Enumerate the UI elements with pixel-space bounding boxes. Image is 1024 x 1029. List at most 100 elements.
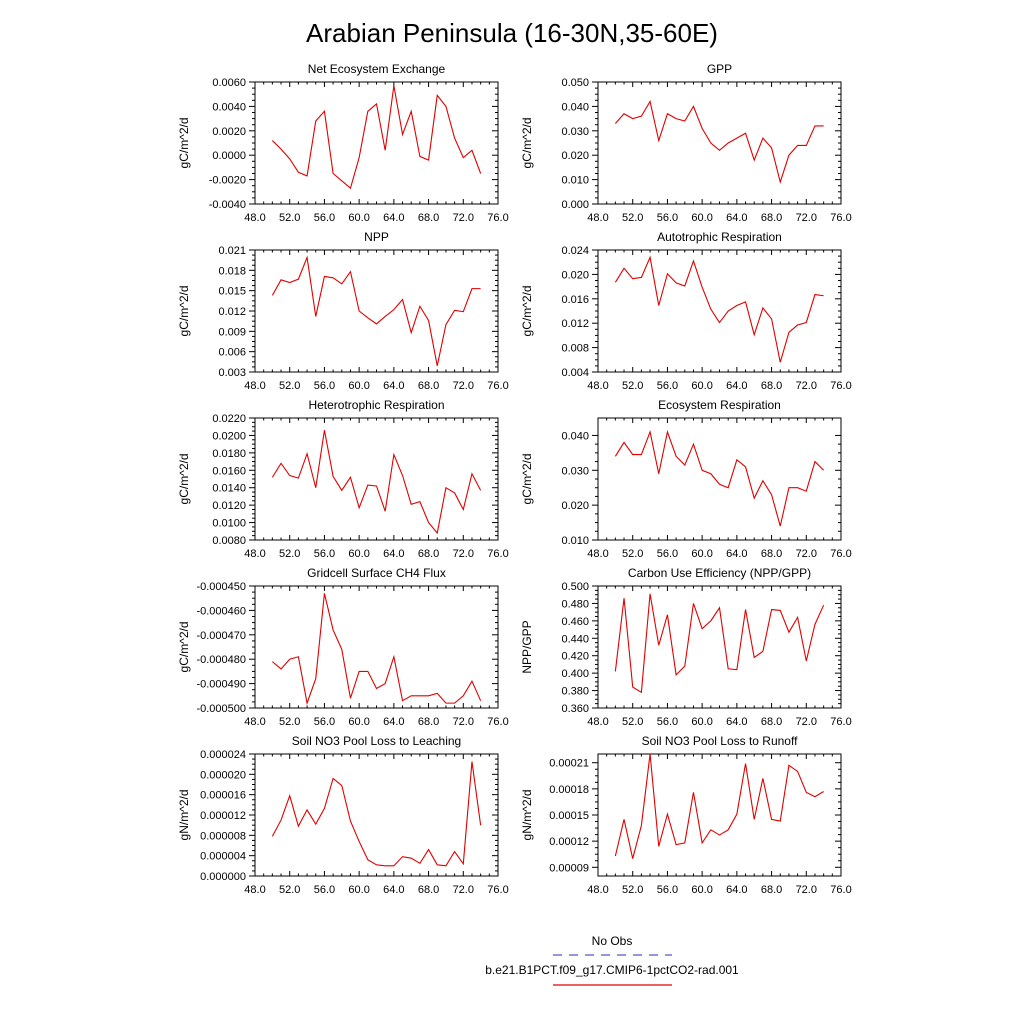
panel-gridcell-surface-ch4-flux: Gridcell Surface CH4 Flux gC/m^2/d 48.0 52.… xyxy=(177,566,509,728)
autotrophic-respiration-ylabel: gC/m^2/d xyxy=(520,286,534,337)
ecosystem-respiration-ytick-label: 0.040 xyxy=(561,430,589,442)
npp-series-line xyxy=(271,255,481,367)
carbon-use-efficiency-npp-gpp-ylabel: NPP/GPP xyxy=(520,620,534,673)
net-ecosystem-exchange-series-line xyxy=(271,85,482,190)
autotrophic-respiration-ytick-label: 0.012 xyxy=(561,318,589,330)
ecosystem-respiration-xtick-label: 48.0 xyxy=(587,548,608,560)
net-ecosystem-exchange-xtick-label: 52.0 xyxy=(279,212,300,224)
heterotrophic-respiration-ytick-label: 0.0140 xyxy=(212,483,246,495)
soil-no3-pool-loss-to-runoff-series-line xyxy=(614,753,824,859)
heterotrophic-respiration-xtick-label: 60.0 xyxy=(348,548,369,560)
gpp-xtick-label: 48.0 xyxy=(587,212,608,224)
gridcell-surface-ch4-flux-ytick-label: -0.000460 xyxy=(196,605,246,617)
carbon-use-efficiency-npp-gpp-ytick-label: 0.440 xyxy=(561,633,589,645)
autotrophic-respiration-xtick-label: 64.0 xyxy=(726,380,747,392)
soil-no3-pool-loss-to-leaching-xtick-label: 56.0 xyxy=(314,884,335,896)
autotrophic-respiration-xtick-label: 72.0 xyxy=(796,380,817,392)
gridcell-surface-ch4-flux-xtick-label: 76.0 xyxy=(487,716,508,728)
ecosystem-respiration-xtick-label: 60.0 xyxy=(691,548,712,560)
carbon-use-efficiency-npp-gpp-xtick-label: 76.0 xyxy=(830,716,851,728)
gpp-ytick-label: 0.010 xyxy=(561,175,589,187)
gpp-xtick-label: 64.0 xyxy=(726,212,747,224)
soil-no3-pool-loss-to-runoff-ytick-label: 0.00021 xyxy=(549,758,589,770)
heterotrophic-respiration-ylabel: gC/m^2/d xyxy=(177,454,191,505)
panel-soil-no3-pool-loss-to-leaching: Soil NO3 Pool Loss to Leaching gN/m^2/d 48… xyxy=(177,734,509,896)
npp-xtick-label: 72.0 xyxy=(453,380,474,392)
soil-no3-pool-loss-to-runoff-ylabel: gN/m^2/d xyxy=(520,790,534,841)
panels: Net Ecosystem Exchange gC/m^2/d 48.0 52.0 56… xyxy=(177,62,852,896)
ecosystem-respiration-series-line xyxy=(614,429,825,527)
gpp-xtick-label: 72.0 xyxy=(796,212,817,224)
figure-title: Arabian Peninsula (16-30N,35-60E) xyxy=(306,18,718,48)
carbon-use-efficiency-npp-gpp-xtick-label: 56.0 xyxy=(657,716,678,728)
soil-no3-pool-loss-to-runoff-ytick-label: 0.00018 xyxy=(549,784,589,796)
carbon-use-efficiency-npp-gpp-xtick-label: 60.0 xyxy=(691,716,712,728)
heterotrophic-respiration-xtick-label: 64.0 xyxy=(383,548,404,560)
autotrophic-respiration-frame xyxy=(597,249,842,373)
soil-no3-pool-loss-to-leaching-ytick-label: 0.000024 xyxy=(200,749,246,761)
carbon-use-efficiency-npp-gpp-ytick-label: 0.400 xyxy=(561,668,589,680)
autotrophic-respiration-title: Autotrophic Respiration xyxy=(657,230,782,244)
panel-gpp: GPP gC/m^2/d 48.0 52.0 56.0 60.0 64.0 68.0 72.0 7… xyxy=(520,62,852,224)
soil-no3-pool-loss-to-leaching-ylabel: gN/m^2/d xyxy=(177,790,191,841)
gpp-xtick-label: 68.0 xyxy=(761,212,782,224)
ecosystem-respiration-xtick-label: 56.0 xyxy=(657,548,678,560)
soil-no3-pool-loss-to-leaching-ytick-label: 0.000016 xyxy=(200,790,246,802)
heterotrophic-respiration-xtick-label: 72.0 xyxy=(453,548,474,560)
autotrophic-respiration-ytick-label: 0.020 xyxy=(561,269,589,281)
panel-carbon-use-efficiency-npp-gpp: Carbon Use Efficiency (NPP/GPP) NPP/GPP 48… xyxy=(520,566,852,728)
heterotrophic-respiration-ytick-label: 0.0180 xyxy=(212,448,246,460)
heterotrophic-respiration-title: Heterotrophic Respiration xyxy=(308,398,444,412)
carbon-use-efficiency-npp-gpp-title: Carbon Use Efficiency (NPP/GPP) xyxy=(628,566,811,580)
soil-no3-pool-loss-to-runoff-frame xyxy=(597,753,842,877)
gpp-ytick-label: 0.000 xyxy=(561,199,589,211)
gridcell-surface-ch4-flux-xtick-label: 64.0 xyxy=(383,716,404,728)
gpp-ytick-label: 0.020 xyxy=(561,150,589,162)
gridcell-surface-ch4-flux-xtick-label: 56.0 xyxy=(314,716,335,728)
gpp-ytick-label: 0.040 xyxy=(561,101,589,113)
npp-title: NPP xyxy=(364,230,389,244)
soil-no3-pool-loss-to-leaching-ytick-label: 0.000004 xyxy=(200,851,246,863)
npp-ytick-label: 0.003 xyxy=(218,367,246,379)
soil-no3-pool-loss-to-leaching-ytick-label: 0.000012 xyxy=(200,810,246,822)
gridcell-surface-ch4-flux-ytick-label: -0.000490 xyxy=(196,679,246,691)
soil-no3-pool-loss-to-runoff-xtick-label: 64.0 xyxy=(726,884,747,896)
ecosystem-respiration-xtick-label: 68.0 xyxy=(761,548,782,560)
ecosystem-respiration-ytick-label: 0.020 xyxy=(561,500,589,512)
npp-ytick-label: 0.018 xyxy=(218,265,246,277)
ecosystem-respiration-ylabel: gC/m^2/d xyxy=(520,454,534,505)
soil-no3-pool-loss-to-runoff-xtick-label: 68.0 xyxy=(761,884,782,896)
npp-xtick-label: 56.0 xyxy=(314,380,335,392)
net-ecosystem-exchange-xtick-label: 76.0 xyxy=(487,212,508,224)
net-ecosystem-exchange-ytick-label: 0.0060 xyxy=(212,77,246,89)
soil-no3-pool-loss-to-runoff-title: Soil NO3 Pool Loss to Runoff xyxy=(642,734,799,748)
carbon-use-efficiency-npp-gpp-ytick-label: 0.420 xyxy=(561,651,589,663)
autotrophic-respiration-ytick-label: 0.024 xyxy=(561,245,589,257)
net-ecosystem-exchange-ytick-label: -0.0020 xyxy=(209,175,246,187)
gpp-xtick-label: 76.0 xyxy=(830,212,851,224)
panel-soil-no3-pool-loss-to-runoff: Soil NO3 Pool Loss to Runoff gN/m^2/d 48.0… xyxy=(520,734,852,896)
gridcell-surface-ch4-flux-xtick-label: 72.0 xyxy=(453,716,474,728)
ecosystem-respiration-xtick-label: 72.0 xyxy=(796,548,817,560)
net-ecosystem-exchange-xtick-label: 68.0 xyxy=(418,212,439,224)
gridcell-surface-ch4-flux-title: Gridcell Surface CH4 Flux xyxy=(307,566,446,580)
ecosystem-respiration-xtick-label: 52.0 xyxy=(622,548,643,560)
npp-xtick-label: 60.0 xyxy=(348,380,369,392)
gridcell-surface-ch4-flux-ytick-label: -0.000480 xyxy=(196,654,246,666)
soil-no3-pool-loss-to-runoff-ytick-label: 0.00012 xyxy=(549,836,589,848)
gridcell-surface-ch4-flux-ylabel: gC/m^2/d xyxy=(177,622,191,673)
autotrophic-respiration-ytick-label: 0.016 xyxy=(561,294,589,306)
net-ecosystem-exchange-xtick-label: 64.0 xyxy=(383,212,404,224)
npp-xtick-label: 68.0 xyxy=(418,380,439,392)
net-ecosystem-exchange-xtick-label: 56.0 xyxy=(314,212,335,224)
carbon-use-efficiency-npp-gpp-xtick-label: 72.0 xyxy=(796,716,817,728)
heterotrophic-respiration-xtick-label: 52.0 xyxy=(279,548,300,560)
carbon-use-efficiency-npp-gpp-ytick-label: 0.380 xyxy=(561,686,589,698)
npp-ytick-label: 0.006 xyxy=(218,347,246,359)
carbon-use-efficiency-npp-gpp-ytick-label: 0.500 xyxy=(561,581,589,593)
autotrophic-respiration-xtick-label: 60.0 xyxy=(691,380,712,392)
soil-no3-pool-loss-to-runoff-xtick-label: 56.0 xyxy=(657,884,678,896)
soil-no3-pool-loss-to-runoff-xtick-label: 72.0 xyxy=(796,884,817,896)
soil-no3-pool-loss-to-runoff-xtick-label: 52.0 xyxy=(622,884,643,896)
legend: No Obs b.e21.B1PCT.f09_g17.CMIP6-1pctCO2… xyxy=(485,934,739,986)
